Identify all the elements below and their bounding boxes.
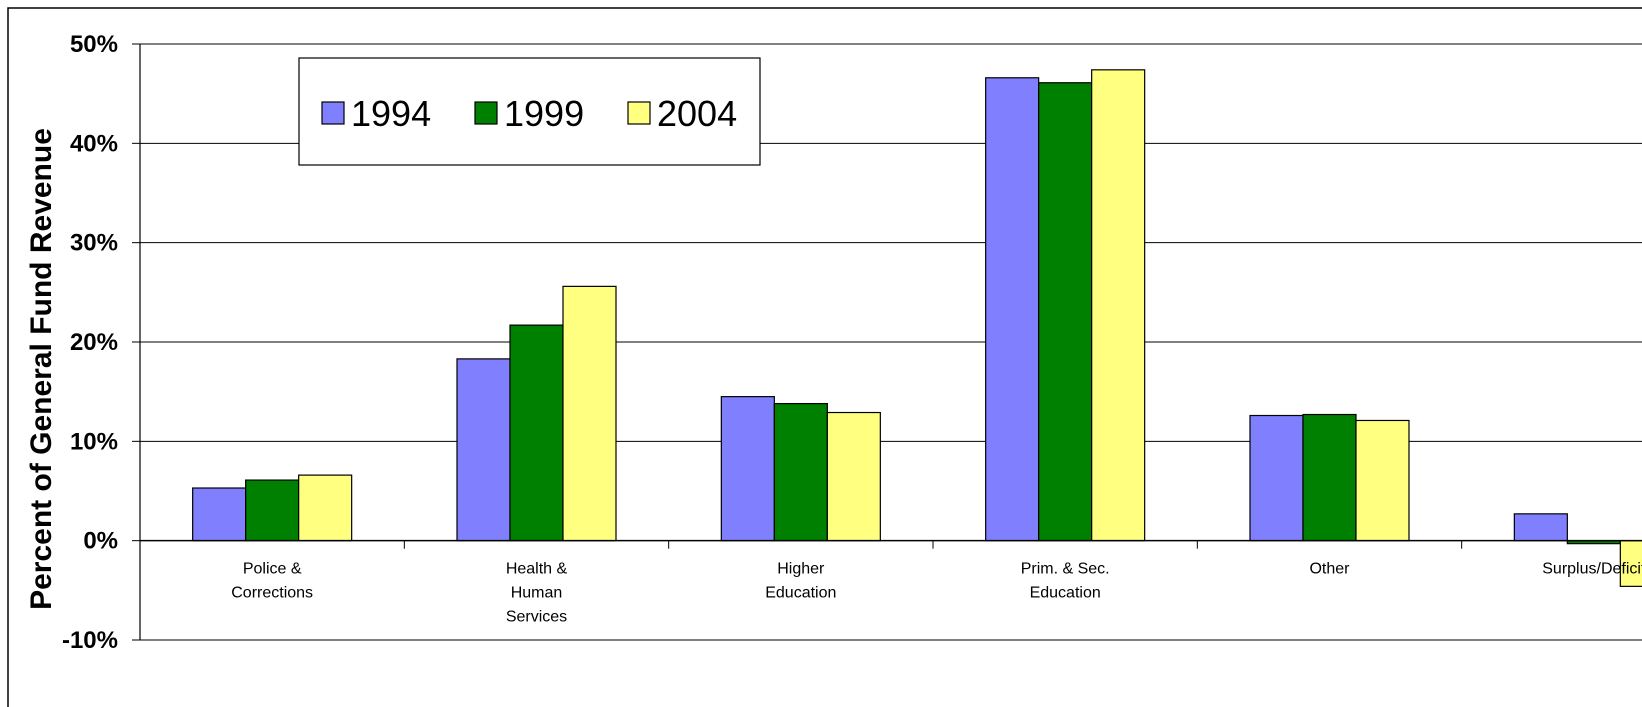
y-axis-title: Percent of General Fund Revenue xyxy=(25,128,58,610)
bar-2004-5 xyxy=(1619,540,1642,587)
x-tick-label-line: Other xyxy=(1309,561,1350,578)
y-tick-label: -10% xyxy=(62,627,118,654)
x-tick-label-line: Prim. & Sec. xyxy=(1021,561,1110,578)
x-tick-label-line: Higher xyxy=(777,561,825,578)
bar-1999-0 xyxy=(245,479,300,542)
y-tick-label: 50% xyxy=(70,31,118,58)
bar-1994-1 xyxy=(456,358,511,542)
bar-2004-1 xyxy=(562,285,617,542)
bar-1999-4 xyxy=(1302,413,1357,542)
bar-2004-3 xyxy=(1091,69,1146,542)
legend-box xyxy=(298,57,761,166)
bar-1994-2 xyxy=(720,396,775,542)
axes: 50% 40% 30% 20% 10% 0% -10% Police & Corrections… xyxy=(62,31,1642,654)
y-tick-label: 40% xyxy=(70,130,118,157)
bar-1994-0 xyxy=(192,487,247,542)
legend-label-1994: 1994 xyxy=(351,93,431,134)
x-tick-label-line: Human xyxy=(511,585,563,602)
plot-frame xyxy=(7,7,1642,707)
bar-2004-0 xyxy=(298,474,353,542)
y-tick-label: 30% xyxy=(70,230,118,257)
bars xyxy=(192,69,1642,587)
legend-swatch-1994 xyxy=(321,101,345,125)
bar-1994-5 xyxy=(1513,513,1568,542)
legend-swatch-2004 xyxy=(627,101,651,125)
x-tick-label-line: Services xyxy=(506,609,567,626)
bar-2004-2 xyxy=(826,411,881,542)
x-tick-label-line: Education xyxy=(765,585,836,602)
bar-2004-4 xyxy=(1355,419,1410,542)
y-tick-label: 0% xyxy=(83,528,118,555)
y-axis-title-group: Percent of General Fund Revenue xyxy=(25,128,58,610)
x-tick-label: Other xyxy=(1309,561,1350,578)
bar-1994-4 xyxy=(1249,414,1304,542)
x-tick-label-line: Corrections xyxy=(231,585,313,602)
bar-1999-1 xyxy=(509,324,564,542)
x-tick-label: Prim. & Sec. Education xyxy=(1021,561,1110,602)
bar-1999-2 xyxy=(773,402,828,542)
legend-label-1999: 1999 xyxy=(504,93,584,134)
x-tick-label-line: Health & xyxy=(506,561,568,578)
x-tick-label: Health & Human Services xyxy=(506,561,568,626)
x-tick-label: Higher Education xyxy=(765,561,836,602)
legend-label-2004: 2004 xyxy=(657,93,737,134)
y-tick-label: 10% xyxy=(70,428,118,455)
x-tick-label-line: Education xyxy=(1030,585,1101,602)
x-tick-label: Police & Corrections xyxy=(231,561,313,602)
x-tick-label-line: Police & xyxy=(243,561,302,578)
y-tick-label: 20% xyxy=(70,329,118,356)
legend: 1994 1999 2004 xyxy=(298,57,761,166)
bar-1999-3 xyxy=(1038,82,1093,542)
legend-swatch-1999 xyxy=(474,101,498,125)
bar-1994-3 xyxy=(985,77,1040,542)
x-tick-label: Surplus/Deficit xyxy=(1542,561,1642,578)
x-tick-label-line: Surplus/Deficit xyxy=(1542,561,1642,578)
